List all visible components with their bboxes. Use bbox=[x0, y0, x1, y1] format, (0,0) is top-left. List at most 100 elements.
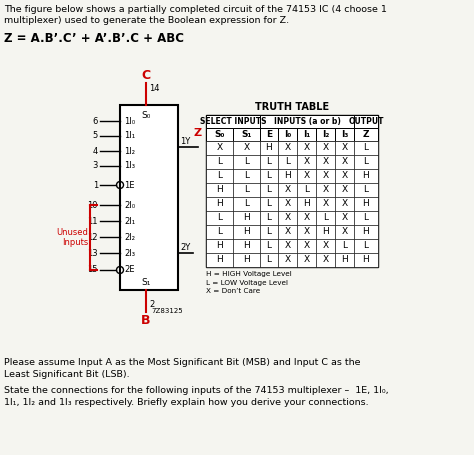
Bar bbox=[316, 211, 335, 225]
Bar bbox=[233, 169, 260, 183]
Text: S₁: S₁ bbox=[241, 130, 252, 139]
Text: 1I₃: 1I₃ bbox=[124, 162, 135, 171]
Text: H: H bbox=[216, 242, 223, 251]
Text: X: X bbox=[303, 256, 310, 264]
Text: L: L bbox=[266, 228, 272, 237]
Bar bbox=[233, 253, 260, 267]
Text: I₀: I₀ bbox=[284, 130, 291, 139]
Text: B: B bbox=[141, 314, 151, 327]
Bar bbox=[335, 141, 354, 155]
Bar bbox=[316, 253, 335, 267]
Bar bbox=[354, 197, 378, 211]
Bar bbox=[297, 211, 316, 225]
Bar bbox=[278, 197, 297, 211]
Text: X: X bbox=[303, 213, 310, 222]
Text: 2I₀: 2I₀ bbox=[124, 201, 135, 209]
Text: H: H bbox=[363, 228, 369, 237]
Text: L: L bbox=[364, 213, 368, 222]
Text: H: H bbox=[243, 256, 250, 264]
Text: Z: Z bbox=[363, 130, 369, 139]
Text: L: L bbox=[364, 242, 368, 251]
Text: H: H bbox=[216, 256, 223, 264]
Text: 14: 14 bbox=[149, 84, 160, 93]
Text: X: X bbox=[341, 172, 347, 181]
Bar bbox=[335, 155, 354, 169]
Text: 4: 4 bbox=[93, 147, 98, 156]
Bar bbox=[354, 225, 378, 239]
Text: X: X bbox=[303, 143, 310, 152]
Text: 11: 11 bbox=[88, 217, 98, 226]
Text: L: L bbox=[304, 186, 309, 194]
Bar bbox=[260, 225, 278, 239]
Bar bbox=[233, 183, 260, 197]
Bar bbox=[316, 141, 335, 155]
Text: L: L bbox=[266, 186, 272, 194]
Text: 3: 3 bbox=[92, 162, 98, 171]
Text: H: H bbox=[243, 242, 250, 251]
Bar bbox=[335, 128, 354, 141]
Bar bbox=[206, 115, 260, 128]
Text: I₃: I₃ bbox=[341, 130, 348, 139]
Text: X: X bbox=[341, 228, 347, 237]
Text: H: H bbox=[216, 199, 223, 208]
Text: Inputs: Inputs bbox=[62, 238, 88, 247]
Text: State the connections for the following inputs of the 74153 multiplexer –  1E, 1: State the connections for the following … bbox=[4, 386, 389, 395]
Bar bbox=[335, 239, 354, 253]
Bar bbox=[297, 183, 316, 197]
Bar bbox=[120, 105, 178, 290]
Bar bbox=[335, 183, 354, 197]
Text: H: H bbox=[265, 143, 273, 152]
Text: L: L bbox=[217, 213, 222, 222]
Bar bbox=[335, 169, 354, 183]
Text: H: H bbox=[216, 186, 223, 194]
Bar bbox=[233, 128, 260, 141]
Text: Z: Z bbox=[194, 128, 202, 138]
Text: 7Z83125: 7Z83125 bbox=[151, 308, 182, 314]
Text: L: L bbox=[244, 172, 249, 181]
Text: H: H bbox=[243, 228, 250, 237]
Bar bbox=[316, 197, 335, 211]
Text: L: L bbox=[342, 242, 347, 251]
Bar bbox=[278, 183, 297, 197]
Text: 2E: 2E bbox=[124, 266, 135, 274]
Bar bbox=[316, 128, 335, 141]
Text: SELECT INPUTS: SELECT INPUTS bbox=[200, 117, 266, 126]
Bar bbox=[260, 141, 278, 155]
Bar bbox=[233, 155, 260, 169]
Text: 15: 15 bbox=[88, 266, 98, 274]
Bar bbox=[206, 225, 233, 239]
Text: L: L bbox=[266, 172, 272, 181]
Text: H: H bbox=[243, 213, 250, 222]
Bar bbox=[206, 115, 378, 267]
Text: H: H bbox=[303, 199, 310, 208]
Bar bbox=[206, 155, 233, 169]
Text: S₀: S₀ bbox=[141, 111, 151, 120]
Text: Please assume Input A as the Most Significant Bit (MSB) and Input C as the: Please assume Input A as the Most Signif… bbox=[4, 358, 361, 367]
Text: 12: 12 bbox=[88, 233, 98, 242]
Bar bbox=[260, 183, 278, 197]
Text: Least Significant Bit (LSB).: Least Significant Bit (LSB). bbox=[4, 370, 129, 379]
Text: L: L bbox=[285, 157, 290, 167]
Text: L: L bbox=[217, 172, 222, 181]
Text: L: L bbox=[266, 199, 272, 208]
Text: H: H bbox=[363, 199, 369, 208]
Text: H: H bbox=[363, 256, 369, 264]
Text: 2I₁: 2I₁ bbox=[124, 217, 135, 226]
Bar bbox=[260, 253, 278, 267]
Text: X: X bbox=[322, 186, 328, 194]
Bar bbox=[335, 225, 354, 239]
Text: X: X bbox=[284, 256, 291, 264]
Text: 6: 6 bbox=[92, 116, 98, 126]
Text: X: X bbox=[322, 143, 328, 152]
Text: L: L bbox=[266, 256, 272, 264]
Bar bbox=[278, 225, 297, 239]
Text: I₂: I₂ bbox=[322, 130, 329, 139]
Text: H: H bbox=[341, 256, 348, 264]
Bar bbox=[233, 225, 260, 239]
Text: L: L bbox=[217, 157, 222, 167]
Text: 13: 13 bbox=[87, 248, 98, 258]
Text: 5: 5 bbox=[93, 131, 98, 141]
Bar bbox=[316, 225, 335, 239]
Bar bbox=[354, 128, 378, 141]
Bar bbox=[354, 155, 378, 169]
